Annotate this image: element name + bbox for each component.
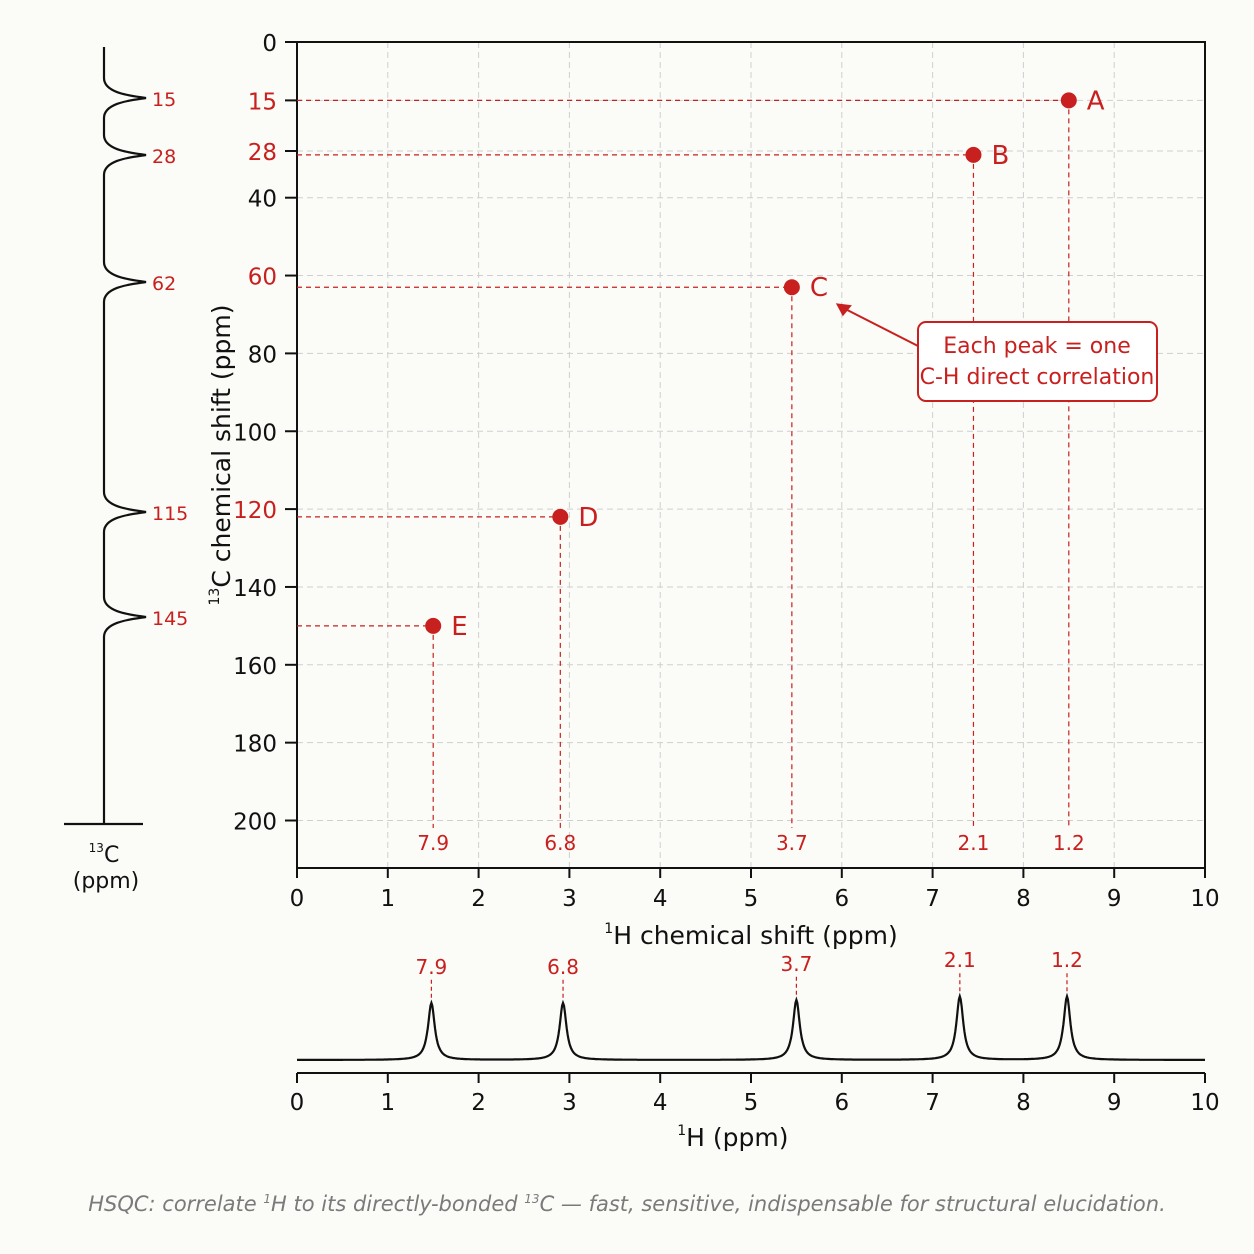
annotation-line2: C-H direct correlation [920,365,1155,390]
y-tick-label: 0 [262,31,277,57]
x-tick-label: 3 [562,886,577,912]
proton-x-tick-label: 5 [744,1090,759,1116]
proton-peak-label: 6.8 [547,955,579,979]
x-tick-label: 8 [1016,886,1031,912]
x-tick-label: 0 [290,886,305,912]
y-tick-label: 160 [233,654,277,680]
peak-marker [783,279,800,296]
x-tick-label: 6 [834,886,849,912]
proton-x-tick-label: 4 [653,1090,668,1116]
peak-marker [552,508,569,525]
proton-x-tick-label: 9 [1107,1090,1122,1116]
carbon-peak-label: 62 [152,273,176,295]
y-tick-label: 200 [233,810,277,836]
peak-marker [965,146,982,163]
proton-peak-label: 7.9 [415,955,447,979]
proton-x-tick-label: 6 [834,1090,849,1116]
x-tick-label: 1 [380,886,395,912]
proton-x-tick-label: 3 [562,1090,577,1116]
figure-caption: HSQC: correlate 1H to its directly-bonde… [88,1192,1166,1216]
peak-label: D [578,503,598,533]
x-tick-label: 7 [925,886,940,912]
x-axis-title: 1H chemical shift (ppm) [604,921,897,950]
x-tick-label: 2 [471,886,486,912]
proton-x-tick-label: 2 [471,1090,486,1116]
y-tick-label: 80 [248,342,277,368]
proton-x-tick-label: 0 [290,1090,305,1116]
proton-x-tick-label: 8 [1016,1090,1031,1116]
y-tick-label: 120 [233,498,277,524]
x-tick-label: 5 [744,886,759,912]
peak-proton-label: 2.1 [958,831,990,855]
proton-x-tick-label: 7 [925,1090,940,1116]
peak-marker [1060,92,1077,109]
peak-label: B [991,141,1009,171]
y-tick-label: 40 [248,187,277,213]
y-tick-label: 180 [233,732,277,758]
x-tick-label: 9 [1107,886,1122,912]
peak-label: C [810,273,828,303]
peak-label: A [1087,86,1105,116]
y-tick-label: 60 [248,265,277,291]
carbon-peak-label: 115 [152,503,188,525]
proton-peak-label: 2.1 [944,948,976,972]
peak-proton-label: 1.2 [1053,831,1085,855]
x-tick-label: 10 [1190,886,1219,912]
y-tick-label: 140 [233,576,277,602]
carbon-axis-label-line1: 13C [89,841,120,868]
carbon-spectrum-trace [102,47,147,824]
carbon-peak-label: 28 [152,146,176,168]
y-tick-label: 100 [233,420,277,446]
x-tick-label: 4 [653,886,668,912]
proton-peak-label: 1.2 [1051,948,1083,972]
peak-proton-label: 6.8 [544,831,576,855]
proton-spectrum-trace [297,992,1205,1061]
proton-x-tick-label: 1 [380,1090,395,1116]
y-axis-title: 13C chemical shift (ppm) [207,305,236,606]
peak-label: E [451,612,467,642]
peak-proton-label: 3.7 [776,831,808,855]
carbon-peak-label: 15 [152,89,176,111]
proton-axis-title: 1H (ppm) [677,1123,788,1152]
annotation-arrow [841,306,919,347]
y-tick-label: 28 [248,140,277,166]
proton-x-tick-label: 10 [1190,1090,1219,1116]
carbon-peak-label: 145 [152,608,188,630]
annotation-arrowhead [835,303,852,317]
peak-proton-label: 7.9 [417,831,449,855]
annotation-line1: Each peak = one [943,334,1131,359]
annotation-box [917,321,1158,402]
carbon-axis-label-line2: (ppm) [73,869,140,894]
y-tick-label: 15 [248,89,277,115]
peak-marker [425,617,442,634]
proton-peak-label: 3.7 [780,952,812,976]
